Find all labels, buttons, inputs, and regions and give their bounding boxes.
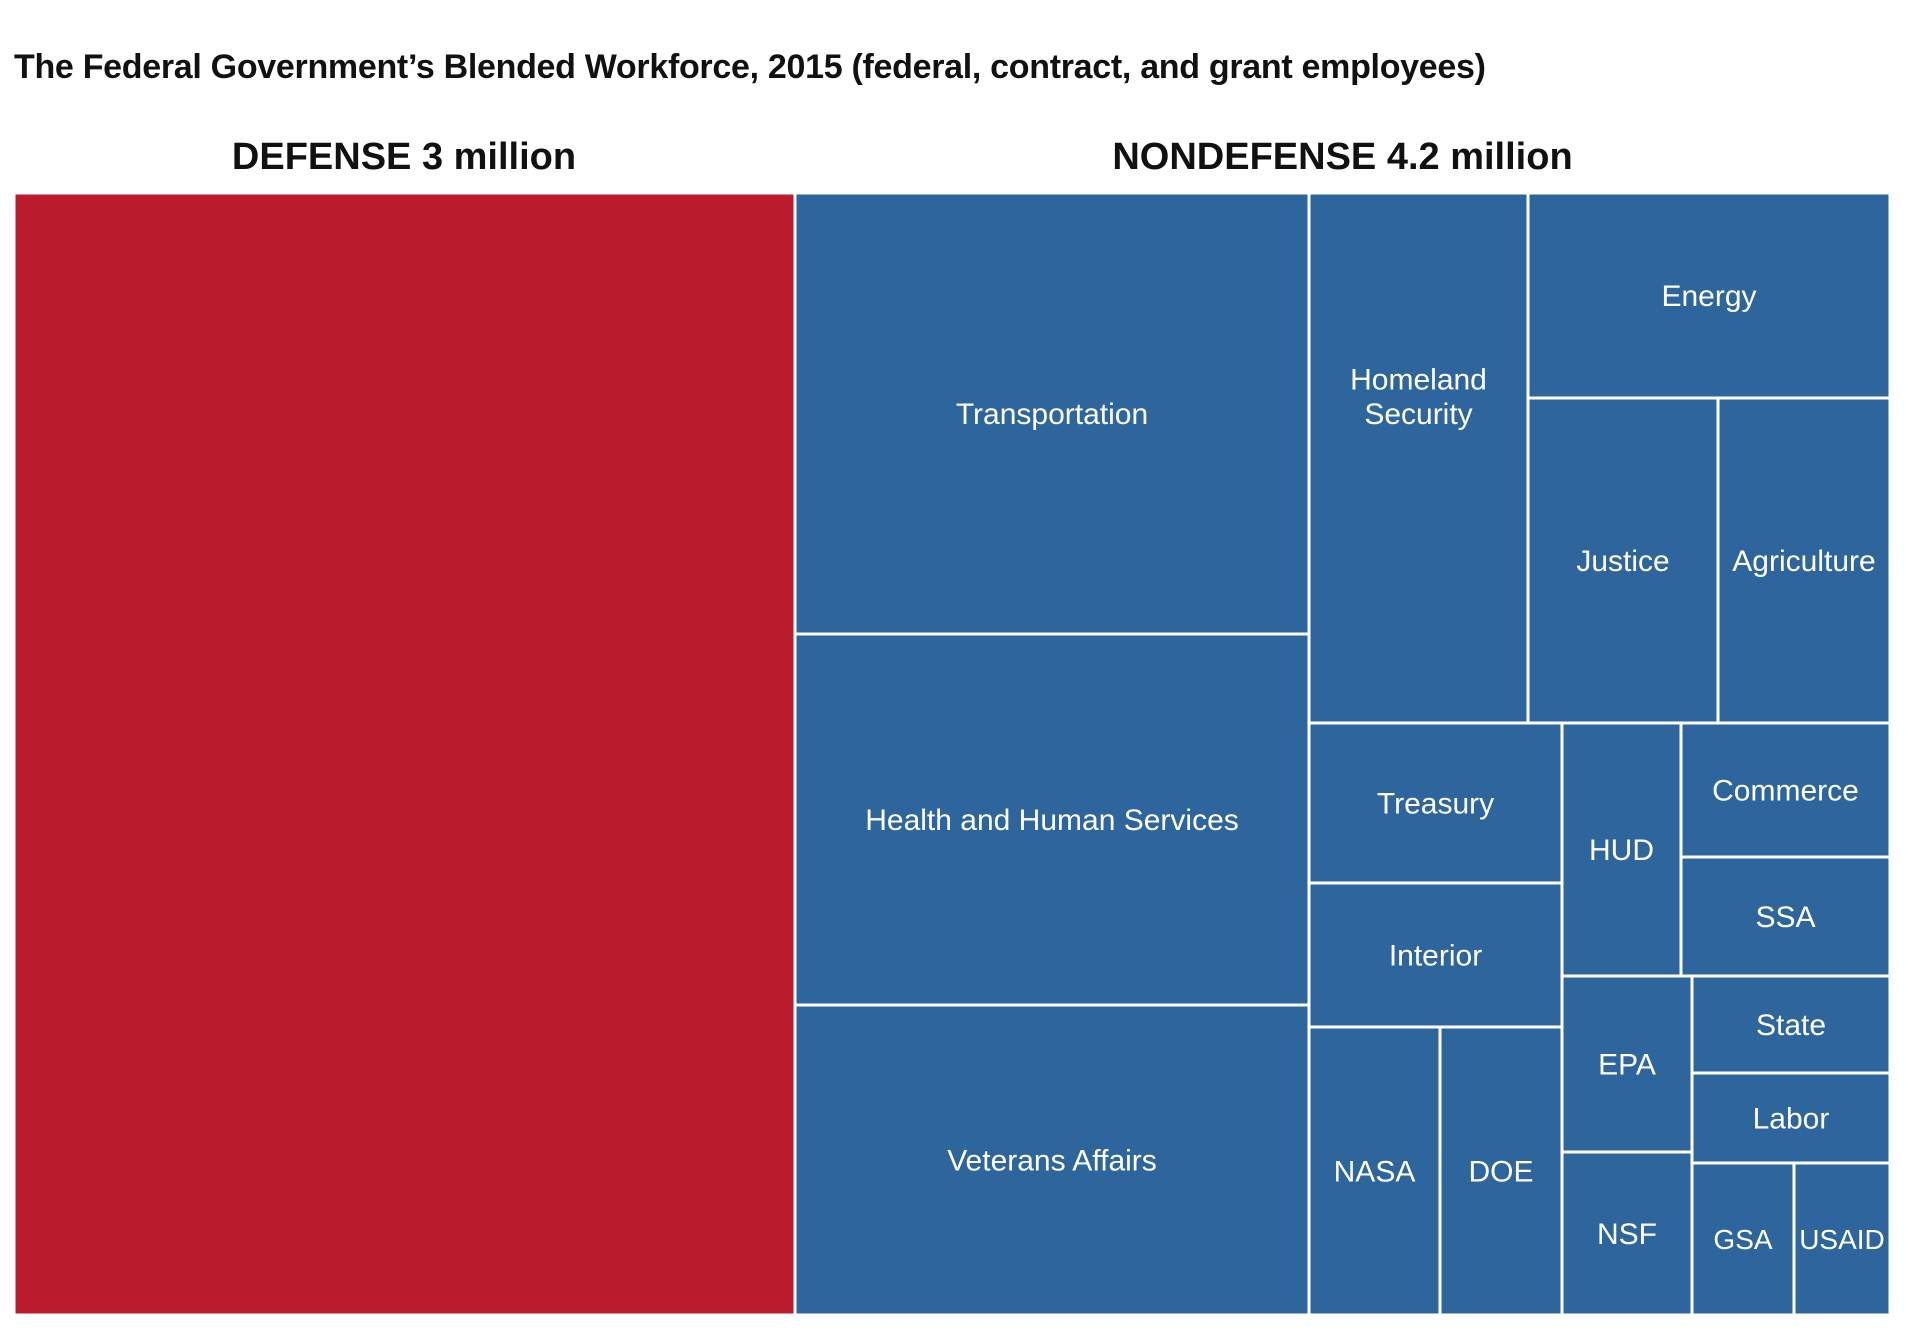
tile-label-doe: DOE (1468, 1156, 1533, 1189)
tile-label-transportation: Transportation (956, 398, 1148, 431)
tile-treasury (1307, 721, 1564, 885)
tile-transportation (793, 191, 1311, 636)
tile-label-commerce: Commerce (1712, 775, 1859, 808)
defense-name: DEFENSE (231, 136, 412, 178)
chart-title: The Federal Government’s Blended Workfor… (14, 48, 1486, 86)
tile-ssa (1679, 855, 1892, 978)
tile-label-energy: Energy (1661, 280, 1756, 313)
tile-veterans-affairs (793, 1003, 1311, 1317)
nondefense-total: 4.2 million (1386, 136, 1573, 178)
tile-gsa (1690, 1161, 1796, 1317)
tile-nsf (1560, 1150, 1694, 1317)
nondefense-group-label: NONDEFENSE 4.2 million (795, 136, 1890, 179)
tile-label-interior: Interior (1389, 940, 1482, 973)
tile-label-state: State (1756, 1009, 1826, 1042)
tile-label-health-and-human-services: Health and Human Services (865, 804, 1239, 837)
tile-nasa (1307, 1025, 1442, 1317)
tile-label-homeland-security: Homeland Security (1350, 363, 1487, 431)
tile-label-nasa: NASA (1334, 1156, 1416, 1189)
nondefense-name: NONDEFENSE (1112, 136, 1377, 178)
tile-commerce (1679, 721, 1892, 859)
tile-label-nsf: NSF (1597, 1218, 1657, 1251)
tile-doe (1438, 1025, 1564, 1317)
tile-label-treasury: Treasury (1377, 788, 1494, 821)
tile-label-veterans-affairs: Veterans Affairs (947, 1145, 1157, 1178)
tile-label-ssa: SSA (1755, 901, 1815, 934)
tile-label-justice: Justice (1576, 545, 1669, 578)
tile-label-epa: EPA (1598, 1049, 1656, 1082)
tile-epa (1560, 974, 1694, 1154)
tile-homeland-security (1307, 191, 1530, 725)
tile-state (1690, 974, 1892, 1075)
tile-label-gsa: GSA (1713, 1224, 1772, 1255)
tile-energy (1526, 191, 1892, 400)
tile-label-agriculture: Agriculture (1732, 545, 1875, 578)
tile-interior (1307, 881, 1564, 1029)
defense-tile (12, 191, 797, 1317)
tile-usaid (1792, 1161, 1892, 1317)
defense-total: 3 million (421, 136, 577, 178)
tile-label-usaid: USAID (1799, 1224, 1885, 1255)
tile-label-hud: HUD (1589, 834, 1654, 867)
defense-group-label: DEFENSE 3 million (14, 136, 794, 179)
tile-hud (1560, 721, 1683, 978)
tile-label-labor: Labor (1753, 1103, 1830, 1136)
